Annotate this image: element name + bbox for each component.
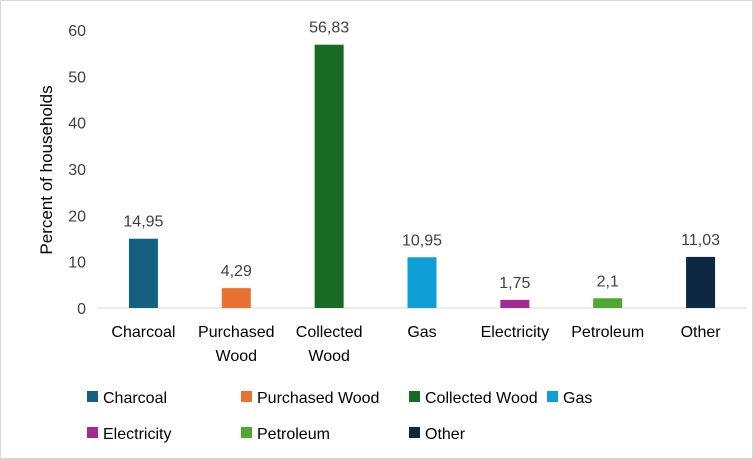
legend-swatch xyxy=(547,391,558,402)
x-tick-label: Wood xyxy=(216,348,258,365)
category-labels: Charcoal Purchased Wood Collected Wood Gas Ele… xyxy=(111,324,721,365)
bar-charcoal xyxy=(128,238,158,308)
legend: Charcoal Purchased Wood Collected Wood Gas E… xyxy=(87,390,592,443)
legend-label: Purchased Wood xyxy=(257,390,379,407)
data-label: 14,95 xyxy=(123,214,163,231)
bar-electricity xyxy=(500,299,530,308)
legend-item-gas: Gas xyxy=(547,390,592,407)
bar-gas xyxy=(407,257,437,308)
x-tick-label: Electricity xyxy=(481,324,549,341)
bar-petroleum xyxy=(593,298,623,308)
legend-swatch xyxy=(241,391,252,402)
x-tick-label: Petroleum xyxy=(571,324,644,341)
legend-swatch xyxy=(241,427,252,438)
x-tick-label: Purchased xyxy=(198,324,275,341)
bar-other xyxy=(686,256,716,308)
x-tick-label: Wood xyxy=(308,348,350,365)
legend-item-charcoal: Charcoal xyxy=(87,390,167,407)
data-label: 2,1 xyxy=(597,273,619,290)
y-tick-label: 20 xyxy=(68,208,86,225)
y-axis-title: Percent of households xyxy=(37,85,56,254)
data-label: 56,83 xyxy=(309,20,349,37)
data-label: 11,03 xyxy=(681,232,720,249)
bar-collected-wood xyxy=(314,44,344,308)
bars xyxy=(128,44,716,308)
legend-item-petroleum: Petroleum xyxy=(241,426,330,443)
data-label: 10,95 xyxy=(402,232,442,249)
legend-label: Electricity xyxy=(103,426,171,443)
legend-swatch xyxy=(87,391,98,402)
y-tick-label: 40 xyxy=(68,116,86,133)
y-tick-label: 10 xyxy=(68,255,86,272)
legend-label: Other xyxy=(425,426,466,443)
y-axis-ticks: 0 10 20 30 40 50 60 xyxy=(68,23,86,318)
y-tick-label: 50 xyxy=(68,69,86,86)
legend-label: Petroleum xyxy=(257,426,330,443)
legend-label: Collected Wood xyxy=(425,390,538,407)
legend-item-other: Other xyxy=(409,426,466,443)
x-tick-label: Gas xyxy=(407,324,436,341)
legend-label: Gas xyxy=(563,390,592,407)
y-tick-label: 0 xyxy=(77,301,86,318)
x-tick-label: Other xyxy=(681,324,722,341)
legend-label: Charcoal xyxy=(103,390,167,407)
y-tick-label: 60 xyxy=(68,23,86,40)
data-labels: 14,95 4,29 56,83 10,95 1,75 2,1 11,03 xyxy=(123,20,720,292)
x-tick-label: Charcoal xyxy=(111,324,175,341)
legend-swatch xyxy=(409,427,420,438)
legend-swatch xyxy=(409,391,420,402)
data-label: 4,29 xyxy=(221,263,252,280)
legend-item-electricity: Electricity xyxy=(87,426,171,443)
bar-purchased-wood xyxy=(221,288,251,308)
y-tick-label: 30 xyxy=(68,162,86,179)
legend-item-purchased-wood: Purchased Wood xyxy=(241,390,379,407)
data-label: 1,75 xyxy=(499,275,530,292)
legend-item-collected-wood: Collected Wood xyxy=(409,390,538,407)
legend-swatch xyxy=(87,427,98,438)
x-tick-label: Collected xyxy=(296,324,363,341)
